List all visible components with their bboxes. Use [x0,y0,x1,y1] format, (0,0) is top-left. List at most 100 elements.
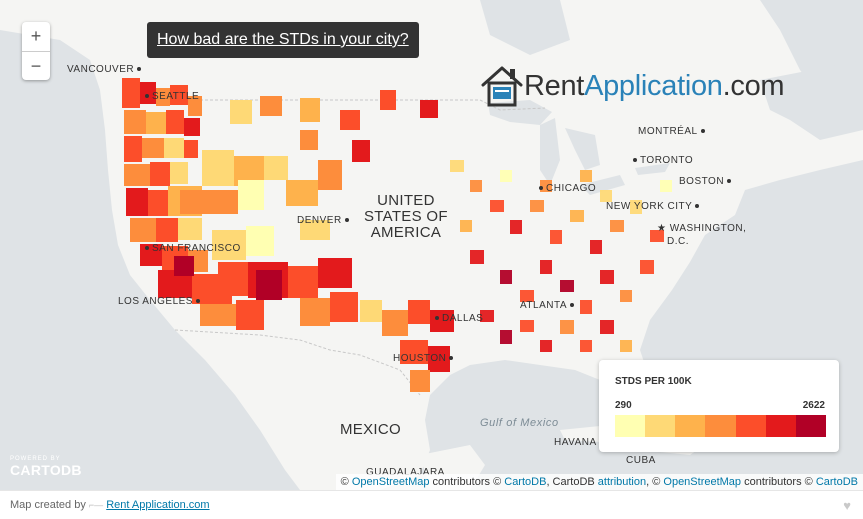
label-chicago-text: CHICAGO [546,183,597,194]
label-dc-text: D.C. [667,236,689,247]
legend-color-ramp [615,415,826,437]
label-seattle-text: SEATTLE [152,91,200,102]
legend-max: 2622 [802,400,825,411]
house-icon [481,66,523,107]
city-dot [700,129,705,134]
label-vancouver-text: VANCOUVER [67,64,135,75]
attribution-bar: © OpenStreetMap contributors © CartoDB, … [335,474,863,490]
legend-swatch-5 [735,415,766,437]
legend-swatch-1 [615,415,646,437]
label-los-angeles-text: LOS ANGELES [118,296,193,307]
city-dot [145,94,149,99]
label-denver: DENVER [297,215,352,226]
city-dot [137,67,142,72]
city-dot [145,246,149,251]
brand-name-application: Application [584,69,723,102]
brand-name: RentApplication.com [524,69,785,103]
map-canvas[interactable]: + − How bad are the STDs in your city? R… [0,0,863,490]
city-dot [435,316,439,321]
brand-name-rent: Rent [524,69,585,102]
label-washington-text: WASHINGTON, [669,223,747,234]
label-usa-line2: STATES OF [364,208,448,225]
label-montreal: MONTRÉAL [638,126,708,137]
label-new-york: NEW YORK CITY [606,201,702,212]
label-new-york-text: NEW YORK CITY [606,201,693,212]
legend-title: STDS PER 100K [615,376,692,387]
label-guadalajara: GUADALAJARA [366,467,445,478]
label-san-francisco-text: SAN FRANCISCO [152,243,241,254]
legend-swatch-2 [645,415,676,437]
label-atlanta: ATLANTA [520,300,577,311]
legend-swatch-4 [705,415,736,437]
label-cuba-text: CUBA [626,455,656,466]
label-denver-text: DENVER [297,215,342,226]
label-dallas: DALLAS [432,313,483,324]
label-houston: HOUSTON [393,353,456,364]
label-los-angeles: LOS ANGELES [118,296,203,307]
city-dot [195,299,200,304]
city-dot [633,158,637,163]
label-mexico: MEXICO [340,421,401,438]
city-dot [449,356,454,361]
label-washington: ★ WASHINGTON, D.C. [657,222,746,248]
label-usa-line1: UNITED [377,192,435,209]
attr-text-3: , © [646,476,661,488]
label-guadalajara-text: GUADALAJARA [366,467,445,478]
lake-erie [580,175,625,195]
zoom-in-button[interactable]: + [22,22,50,52]
label-houston-text: HOUSTON [393,353,447,364]
zoom-control: + − [22,22,50,80]
cartodb-name-text: CARTODB [10,462,82,478]
label-boston: BOSTON [679,176,734,187]
attr-osm-link[interactable]: OpenStreetMap [351,476,430,488]
capital-star-icon: ★ [657,223,667,234]
attr-cartodb-link-2[interactable]: CartoDB [815,476,858,488]
attr-osm-link-2[interactable]: OpenStreetMap [663,476,742,488]
legend-min: 290 [615,400,632,411]
label-cuba: CUBA [626,455,656,466]
attr-text-2: , CartoDB [546,476,595,488]
hudson-bay [480,0,570,55]
basemap [0,0,863,490]
footer-created-by: Map created by [10,499,86,511]
attr-attribution-link[interactable]: attribution [597,476,647,488]
lake-huron [565,128,600,170]
city-dot [695,204,700,209]
legend-swatch-7 [795,415,826,437]
attr-cartodb-link[interactable]: CartoDB [504,476,547,488]
label-seattle: SEATTLE [142,91,199,102]
label-montreal-text: MONTRÉAL [638,126,698,137]
legend-swatch-6 [765,415,796,437]
attr-text-1: contributors © [432,476,502,488]
city-dot [539,186,543,191]
attr-text-4: contributors © [744,476,813,488]
county-choropleth [122,78,672,392]
gulf-st-lawrence [760,60,863,140]
label-dallas-text: DALLAS [442,313,484,324]
footer-link[interactable]: Rent Application.com [106,499,210,511]
lake-michigan [540,118,560,185]
label-vancouver: VANCOUVER [67,64,144,75]
map-title-link[interactable]: How bad are the STDs in your city? [147,22,419,58]
heart-icon[interactable]: ♥ [843,498,851,513]
zoom-out-button[interactable]: − [30,56,42,76]
cartodb-powered-text: POWERED BY [10,456,61,462]
label-boston-text: BOSTON [679,176,725,187]
label-atlanta-text: ATLANTA [520,300,568,311]
label-havana-text: HAVANA [554,437,597,448]
city-dot [344,218,349,223]
brand-logo: RentApplication.com [480,63,785,109]
land-north-america [0,0,863,490]
label-toronto-text: TORONTO [640,155,694,166]
legend: STDS PER 100K 290 2622 [599,360,839,452]
label-toronto: TORONTO [630,155,693,166]
label-gulf-of-mexico: Gulf of Mexico [480,417,559,429]
label-usa: UNITED STATES OF AMERICA [364,193,448,241]
brand-name-suffix: .com [722,69,785,102]
cartodb-logo[interactable]: POWERED BY CARTODB [10,456,82,478]
city-dot [727,179,732,184]
label-usa-line3: AMERICA [370,224,442,241]
legend-swatch-3 [675,415,706,437]
footer: Map created by ⌐— Rent Application.com ♥ [0,490,863,519]
lake-ontario [635,163,670,175]
